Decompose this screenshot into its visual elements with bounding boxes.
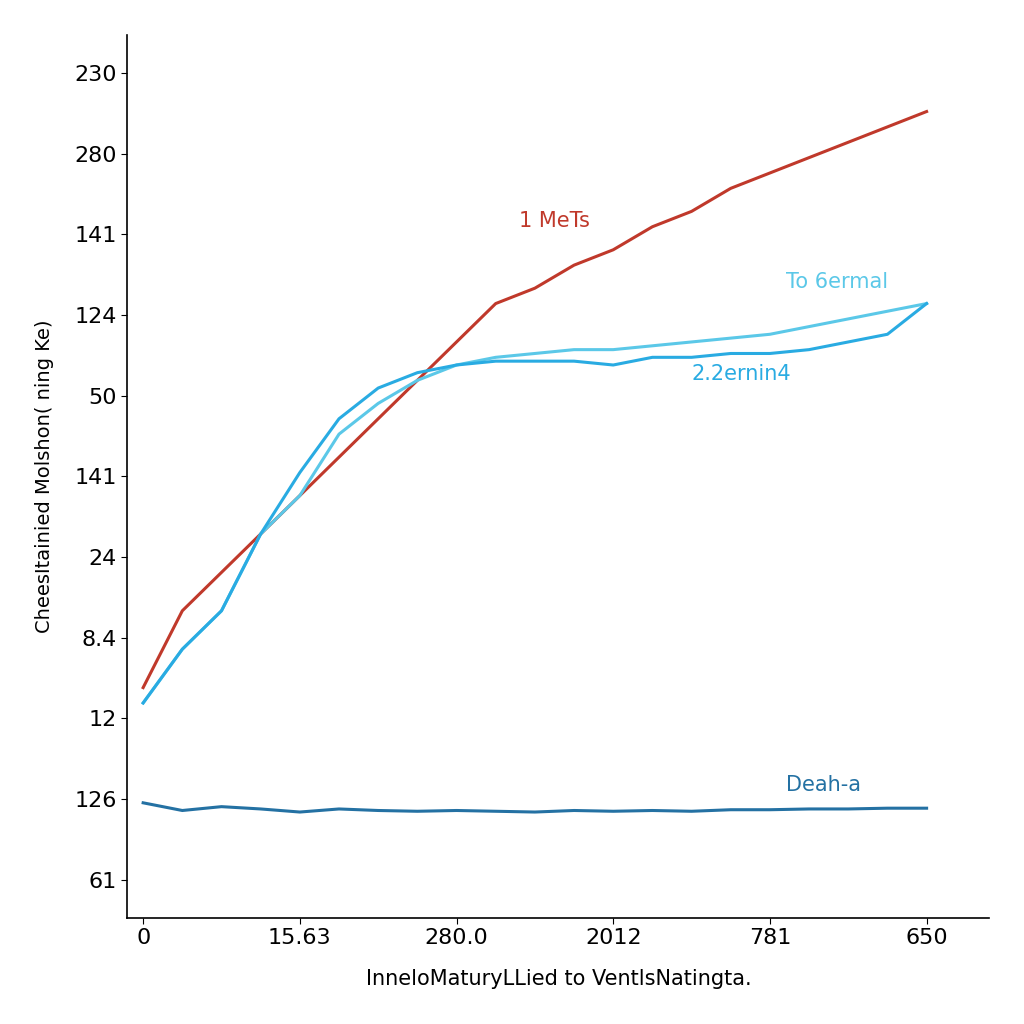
Text: To 6ermal: To 6ermal (785, 272, 888, 292)
Text: 1 MeTs: 1 MeTs (519, 211, 590, 230)
Text: Deah-a: Deah-a (785, 775, 860, 796)
X-axis label: InneloMaturyLLied to VentlsNatingta.: InneloMaturyLLied to VentlsNatingta. (366, 970, 752, 989)
Y-axis label: CheesItainied Molshon( ning Ke): CheesItainied Molshon( ning Ke) (35, 319, 53, 633)
Text: 2.2ernin4: 2.2ernin4 (691, 365, 792, 384)
